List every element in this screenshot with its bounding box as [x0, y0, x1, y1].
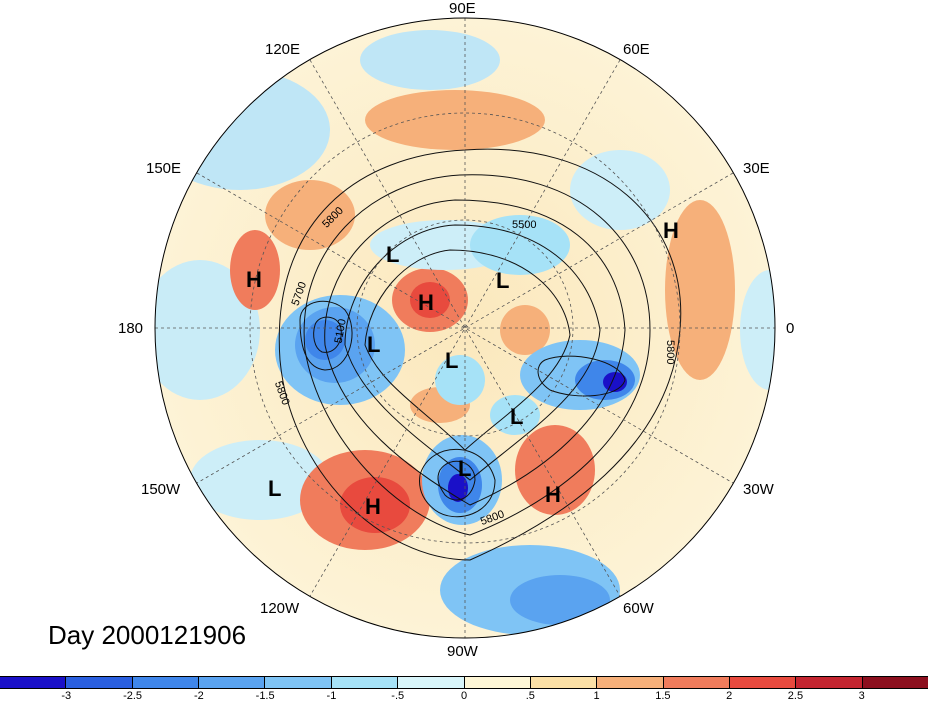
colorbar-segment: [464, 677, 531, 688]
colorbar-segment: [796, 677, 863, 688]
low-center: L: [510, 404, 523, 429]
colorbar-segment: [132, 677, 200, 688]
colorbar-tick-label: 3: [858, 690, 865, 702]
contour-label: 5500: [512, 219, 536, 231]
lon-label-60w: 60W: [623, 600, 654, 617]
colorbar-segment: [597, 677, 664, 688]
lon-label-120e: 120E: [265, 41, 301, 58]
lon-label-30w: 30W: [743, 481, 774, 498]
colorbar-tick-label: .5: [525, 690, 535, 702]
pressure-centers: H H H H H L L L L L L L: [246, 218, 679, 519]
high-center: H: [663, 218, 679, 243]
low-center: L: [458, 456, 471, 481]
colorbar-tick-label: -2: [193, 690, 204, 702]
colorbar-tick-label: -1: [326, 690, 337, 702]
colorbar-segment: [265, 677, 332, 688]
colorbar-tick-label: 2.5: [787, 690, 804, 702]
high-center: H: [418, 290, 434, 315]
colorbar-tick-label: -2.5: [123, 690, 143, 702]
colorbar-segment: [862, 677, 928, 688]
low-center: L: [445, 348, 458, 373]
contour-label: 5800: [664, 340, 676, 364]
low-center: L: [268, 476, 281, 501]
graticule: [155, 18, 775, 638]
colorbar-segment: [663, 677, 730, 688]
colorbar-segment: [199, 677, 266, 688]
colorbar-segment: [398, 677, 465, 688]
lon-label-120w: 120W: [260, 600, 300, 617]
low-center: L: [367, 332, 380, 357]
lon-label-90w: 90W: [447, 643, 478, 660]
low-center: L: [386, 242, 399, 267]
lon-label-180: 180: [118, 320, 144, 337]
colorbar-tick-label: 1: [593, 690, 600, 702]
lon-label-150w: 150W: [141, 481, 181, 498]
lon-label-0: 0: [786, 320, 795, 337]
contour-label: 5100: [333, 318, 349, 344]
high-center: H: [545, 482, 561, 507]
high-center: H: [246, 267, 262, 292]
colorbar-tick-label: -.5: [391, 690, 405, 702]
colorbar: [0, 676, 928, 689]
height-contours: [278, 148, 682, 561]
colorbar-segment: [331, 677, 399, 688]
lon-label-90e: 90E: [449, 0, 476, 17]
lon-label-30e: 30E: [743, 160, 770, 177]
low-center: L: [496, 268, 509, 293]
colorbar-segment: [729, 677, 797, 688]
colorbar-tick-label: 0: [460, 690, 468, 702]
polar-map: 5800 5700 5500 5100 5800 5800 5800 H H H…: [154, 17, 776, 639]
high-center: H: [365, 494, 381, 519]
anomaly-field: [155, 18, 775, 638]
colorbar-segment: [66, 677, 133, 688]
lon-label-150e: 150E: [146, 160, 182, 177]
map-boundary: [154, 17, 776, 639]
colorbar-tick-label: 2: [726, 690, 733, 702]
colorbar-tick-label: -3: [61, 690, 72, 702]
colorbar-tick-label: -1.5: [255, 690, 275, 702]
colorbar-segment: [530, 677, 598, 688]
colorbar-tick-label: 1.5: [655, 690, 671, 702]
lon-label-60e: 60E: [623, 41, 650, 58]
date-label: Day 2000121906: [48, 620, 247, 650]
colorbar-segment: [0, 677, 67, 688]
